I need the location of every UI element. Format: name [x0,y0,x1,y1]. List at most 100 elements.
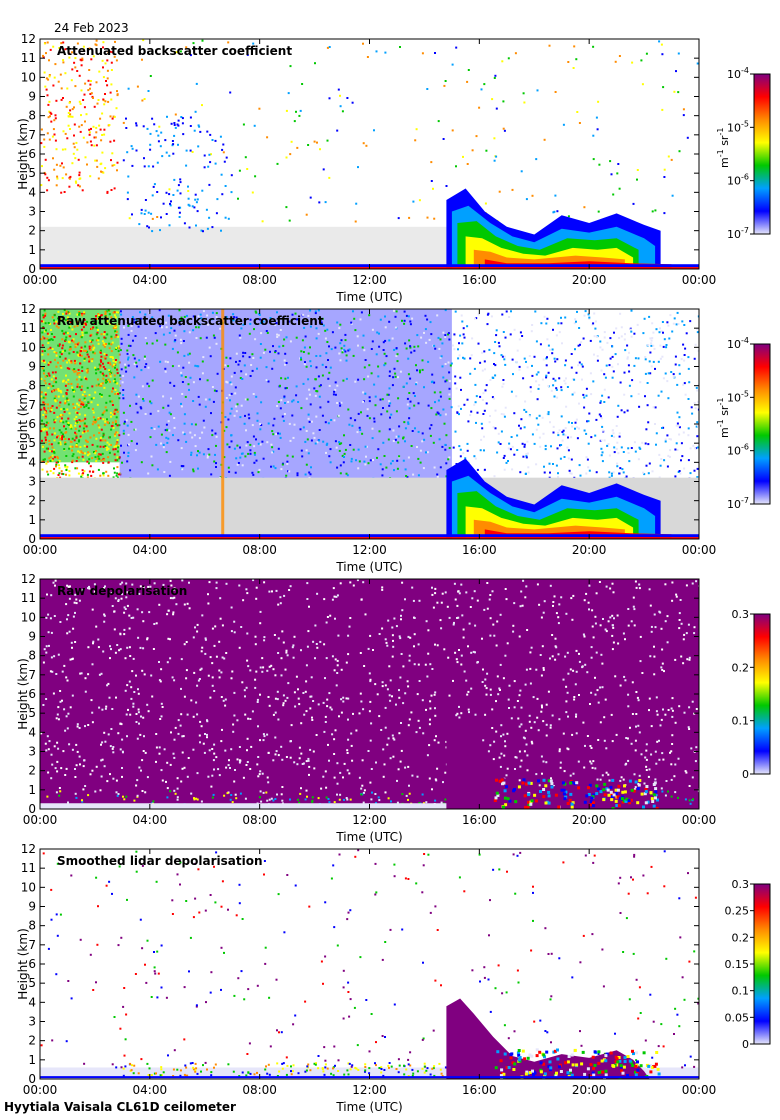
colorbar-tick-label: 10-4 [727,66,749,81]
y-tick-label: 6 [28,417,36,431]
colorbar-tick-label: 0.1 [732,715,750,728]
colorbar-tick-label: 10-7 [727,226,749,241]
y-tick-label: 9 [28,900,36,914]
y-tick-label: 11 [21,861,36,875]
y-tick-label: 12 [21,302,36,316]
colorbar-tick-label: 0.2 [732,661,750,674]
y-tick-label: 6 [28,957,36,971]
x-tick-label: 00:00 [23,543,58,557]
y-tick-label: 1 [28,783,36,797]
y-tick-label: 12 [21,572,36,586]
y-tick-label: 5 [28,976,36,990]
y-tick-label: 4 [28,995,36,1009]
y-tick-label: 2 [28,494,36,508]
colorbar-unit-label: m-1 sr-1 [716,128,731,168]
y-tick-label: 8 [28,649,36,663]
x-tick-label: 12:00 [352,273,387,287]
y-tick-label: 0 [28,1072,36,1086]
y-tick-label: 7 [28,128,36,142]
x-tick-label: 16:00 [462,273,497,287]
y-tick-label: 4 [28,455,36,469]
y-tick-label: 3 [28,1015,36,1029]
y-tick-label: 5 [28,706,36,720]
y-tick-label: 1 [28,513,36,527]
x-tick-label: 12:00 [352,543,387,557]
y-tick-label: 4 [28,725,36,739]
panel-title: Attenuated backscatter coefficient [57,44,292,58]
instrument-footer: Hyytiala Vaisala CL61D ceilometer [4,1100,236,1114]
panel-title: Raw attenuated backscatter coefficient [57,314,324,328]
x-tick-label: 04:00 [133,1083,168,1097]
colorbar [753,73,771,235]
colorbar-tick-label: 0.15 [725,958,750,971]
colorbar-tick-label: 10-6 [727,173,749,188]
x-axis-label: Time (UTC) [335,1100,402,1114]
x-tick-label: 04:00 [133,813,168,827]
colorbar-tick-label: 10-7 [727,496,749,511]
x-tick-label: 08:00 [242,813,277,827]
colorbar-tick-label: 0.25 [725,905,750,918]
colorbar-tick-label: 0.1 [732,985,750,998]
x-axis-label: Time (UTC) [335,290,402,304]
y-tick-label: 8 [28,109,36,123]
y-tick-label: 3 [28,745,36,759]
x-tick-label: 00:00 [682,813,717,827]
colorbar-unit-label: m-1 sr-1 [716,398,731,438]
y-tick-label: 9 [28,90,36,104]
colorbar [753,613,771,775]
y-tick-label: 3 [28,205,36,219]
y-axis-label: Height (km) [16,388,30,459]
y-tick-label: 10 [21,340,36,354]
colorbar-tick-label: 10-4 [727,336,749,351]
y-tick-label: 8 [28,919,36,933]
plot-area [40,849,699,1079]
y-tick-label: 5 [28,436,36,450]
x-tick-label: 20:00 [572,1083,607,1097]
x-tick-label: 00:00 [23,273,58,287]
date-label: 24 Feb 2023 [54,21,129,35]
x-axis-label: Time (UTC) [335,560,402,574]
x-tick-label: 12:00 [352,1083,387,1097]
colorbar [753,883,771,1045]
colorbar-tick-label: 0.3 [732,608,750,621]
y-tick-label: 11 [21,591,36,605]
colorbar-tick-label: 0 [742,768,749,781]
y-tick-label: 9 [28,630,36,644]
y-tick-label: 6 [28,687,36,701]
colorbar-tick-label: 10-5 [727,119,749,134]
y-axis-label: Height (km) [16,658,30,729]
y-tick-label: 7 [28,398,36,412]
y-axis-label: Height (km) [16,928,30,999]
x-tick-label: 12:00 [352,813,387,827]
x-tick-label: 04:00 [133,543,168,557]
y-tick-label: 9 [28,360,36,374]
panel-title: Raw depolarisation [57,584,187,598]
colorbar [753,343,771,505]
x-tick-label: 08:00 [242,1083,277,1097]
colorbar-tick-label: 0.2 [732,931,750,944]
y-tick-label: 0 [28,532,36,546]
x-tick-label: 20:00 [572,273,607,287]
colorbar-tick-label: 10-5 [727,389,749,404]
y-tick-label: 7 [28,668,36,682]
y-tick-label: 1 [28,1053,36,1067]
y-axis-label: Height (km) [16,118,30,189]
x-tick-label: 04:00 [133,273,168,287]
y-tick-label: 4 [28,185,36,199]
colorbar-tick-label: 0 [742,1038,749,1051]
x-tick-label: 16:00 [462,543,497,557]
y-tick-label: 11 [21,321,36,335]
y-tick-label: 6 [28,147,36,161]
y-tick-label: 2 [28,224,36,238]
panel-title: Smoothed lidar depolarisation [57,854,263,868]
y-tick-label: 3 [28,475,36,489]
x-tick-label: 00:00 [23,813,58,827]
colorbar-tick-label: 10-6 [727,443,749,458]
y-tick-label: 10 [21,610,36,624]
colorbar-tick-label: 0.05 [725,1011,750,1024]
